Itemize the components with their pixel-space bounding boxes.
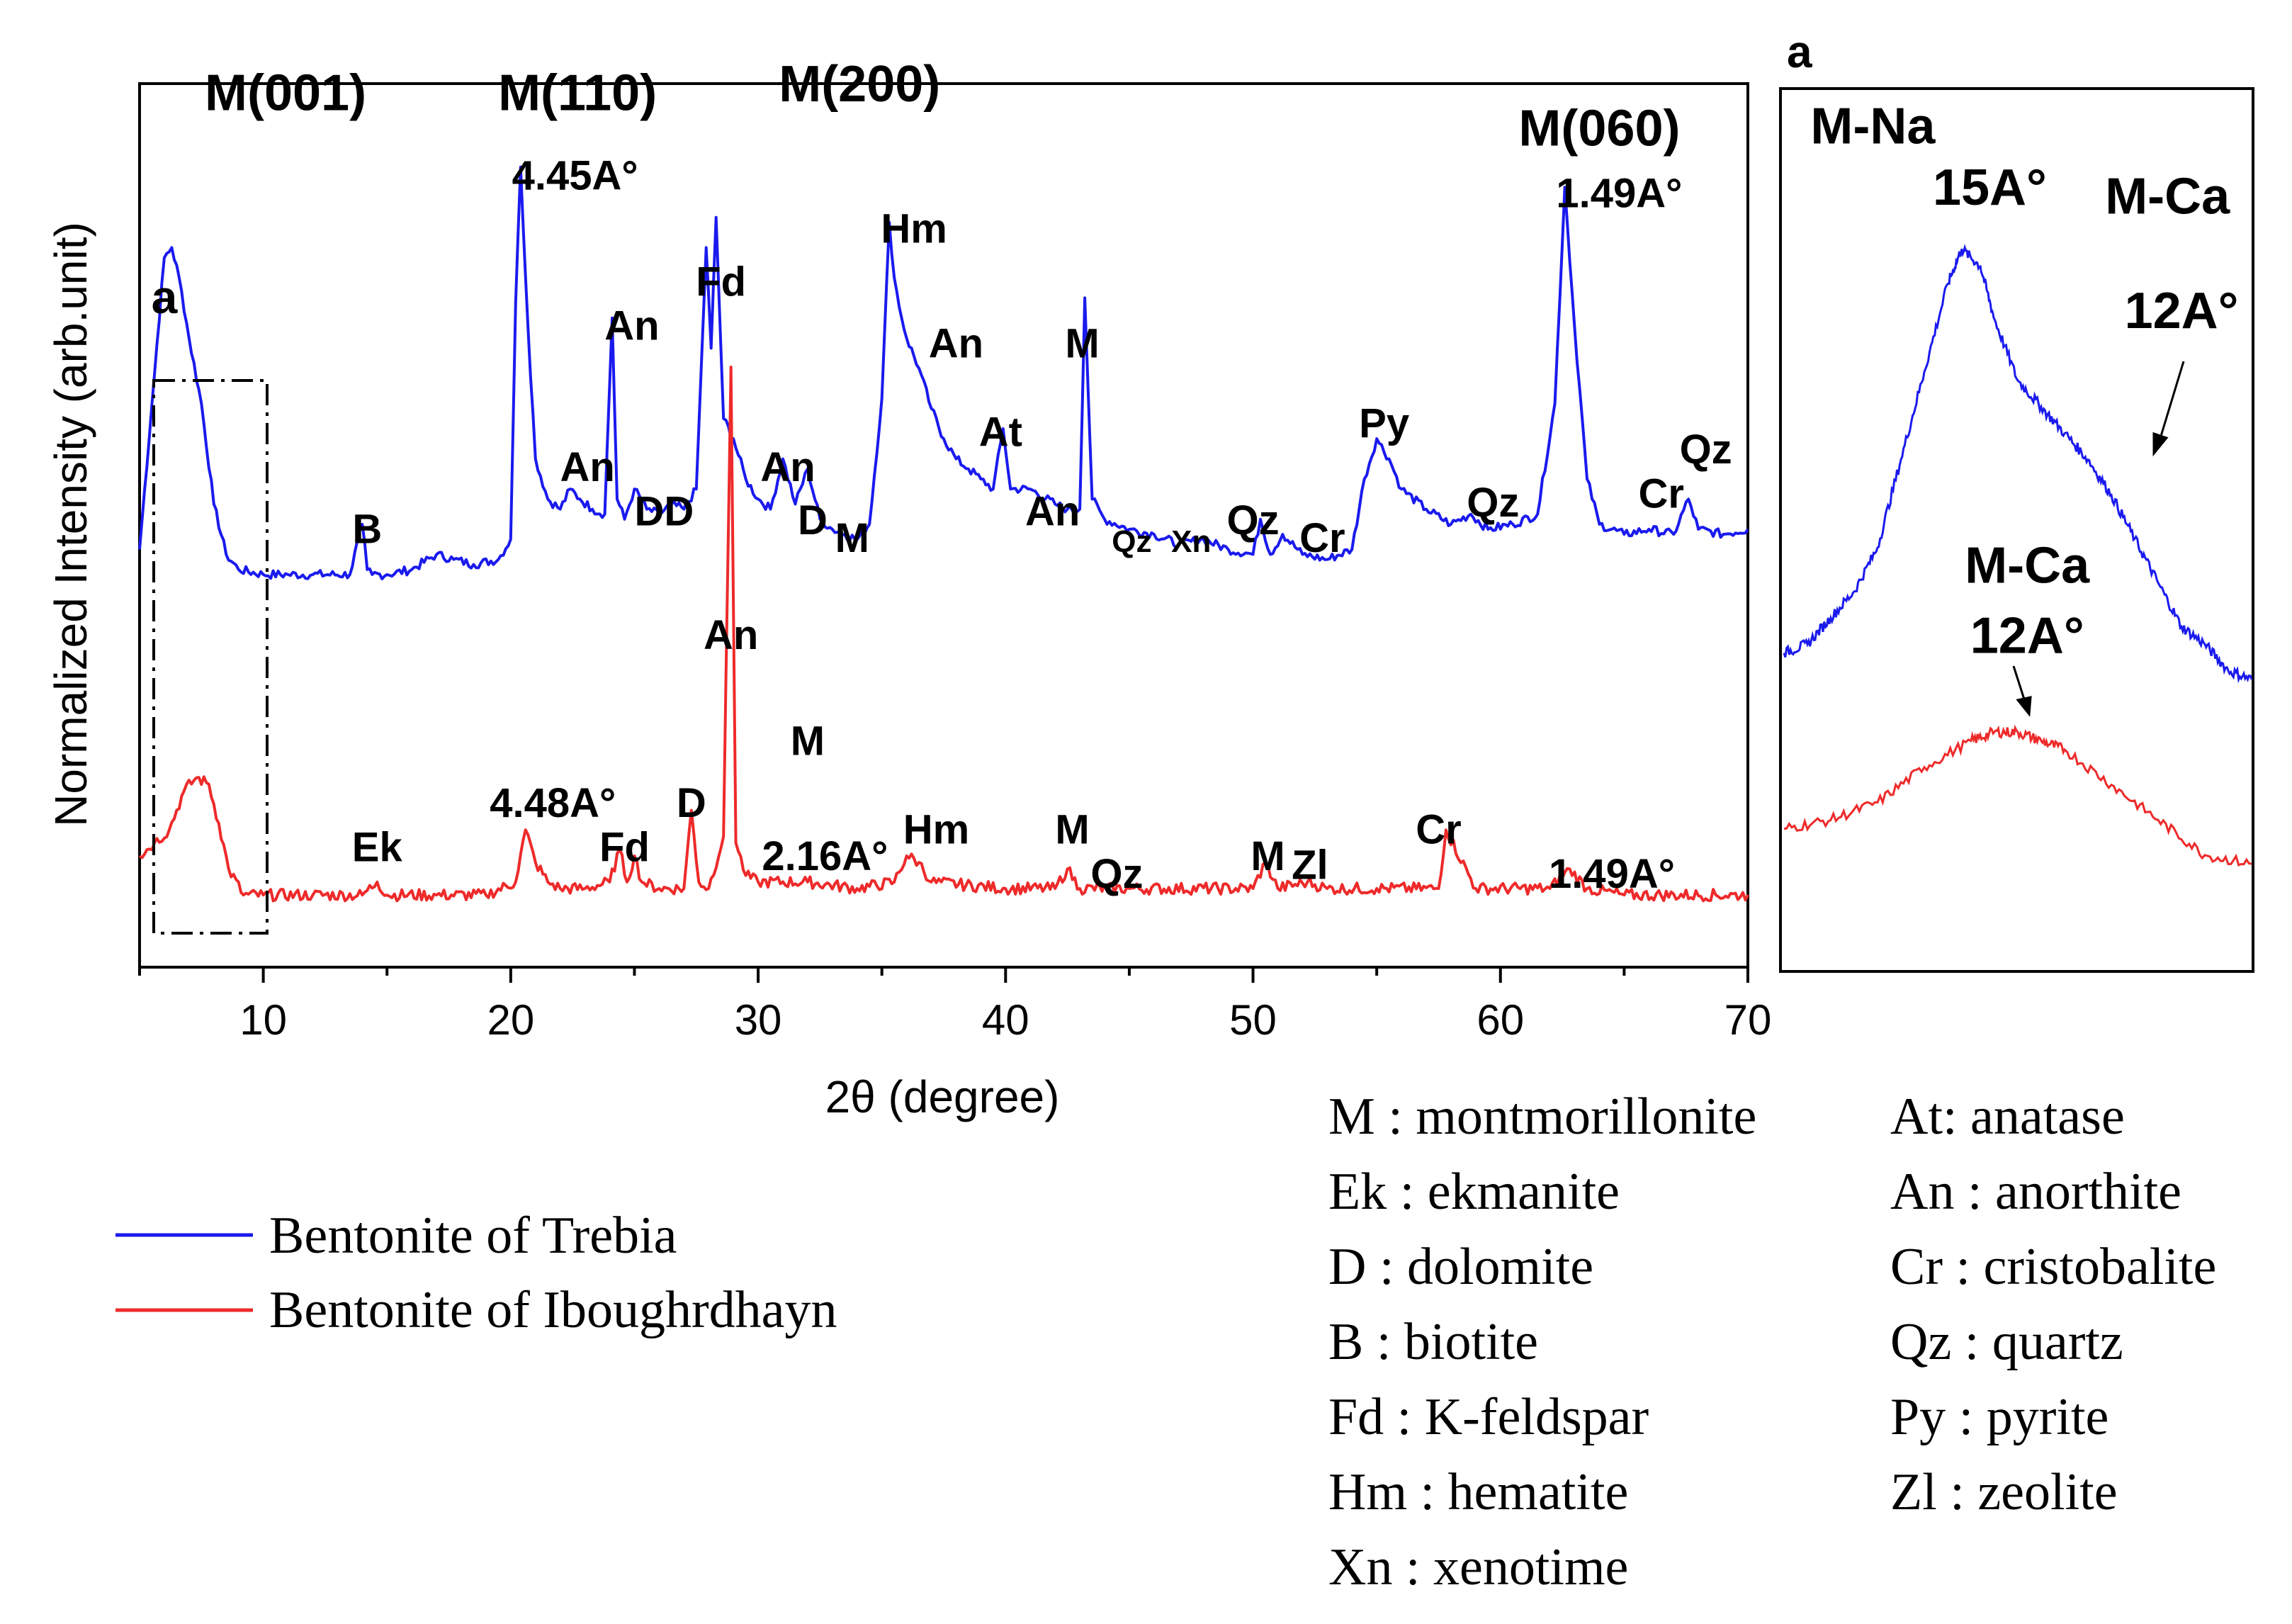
peak-annotation: Zl: [1292, 842, 1328, 888]
abbreviation-item: M : montmorillonite: [1328, 1088, 1756, 1146]
peak-annotation: An: [1025, 489, 1080, 535]
main-plot-frame: [138, 82, 1749, 969]
main-plot-area: M(001) M(110) M(200) M(060) 4.45A° 1.49A° a B An…: [138, 56, 1749, 903]
x-tick-label: 50: [1229, 996, 1277, 1044]
inset-annotation: 12A°: [1970, 608, 2084, 665]
inset-title: a: [1787, 26, 1812, 77]
abbreviation-item: An : anorthite: [1890, 1163, 2181, 1221]
peak-annotation: M(110): [498, 64, 657, 121]
peak-annotation: M(200): [779, 56, 940, 113]
inset-annotation: 15A°: [1933, 159, 2047, 216]
inset-series-line-trebia: [1783, 244, 2253, 684]
inset-region-box: [152, 379, 269, 935]
peak-annotation: Qz: [1680, 427, 1732, 473]
peak-annotation: Cr: [1416, 806, 1461, 852]
x-tick-label: 40: [982, 996, 1029, 1044]
abbreviation-item: At: anatase: [1890, 1088, 2125, 1146]
abbreviation-item: Qz : quartz: [1890, 1313, 2123, 1371]
abbreviation-item: Cr : cristobalite: [1890, 1238, 2216, 1296]
peak-annotation: Qz: [1112, 524, 1151, 559]
peak-annotation: 4.45A°: [512, 153, 638, 199]
peak-annotation: B: [352, 506, 382, 552]
peak-annotation: a: [152, 271, 179, 323]
peak-annotation: 2.16A°: [762, 833, 888, 879]
x-axis-ticks: 10 20 30 40 50 60 70: [138, 967, 1772, 1044]
peak-annotation: M: [835, 515, 869, 561]
peak-annotation: Hm: [881, 205, 947, 252]
peak-annotation: Qz: [1090, 851, 1143, 897]
abbreviation-item: Fd : K-feldspar: [1328, 1388, 1649, 1446]
peak-annotation: Hm: [903, 806, 969, 852]
peak-annotation: An: [560, 444, 614, 490]
series-line-iboughrdhayn: [138, 366, 1749, 903]
peak-annotation: 4.48A°: [490, 780, 616, 826]
abbreviation-item: Py : pyrite: [1890, 1388, 2108, 1446]
x-tick-label: 10: [239, 996, 287, 1044]
peak-annotation: DD: [634, 489, 694, 535]
inset-annotation: 12A°: [2125, 283, 2239, 339]
peak-annotation: An: [604, 303, 659, 349]
y-axis-label: Normalized Intensity (arb.unit): [45, 222, 96, 827]
peak-annotation: Cr: [1299, 515, 1345, 561]
peak-annotation: Fd: [696, 259, 746, 305]
peak-annotation: M: [1251, 833, 1285, 879]
x-tick-label: 20: [487, 996, 534, 1044]
peak-annotation: D: [798, 497, 828, 543]
x-tick-label: 60: [1477, 996, 1524, 1044]
abbreviation-item: Ek : ekmanite: [1328, 1163, 1620, 1221]
peak-annotation: 1.49A°: [1556, 171, 1682, 217]
legend-label-trebia: Bentonite of Trebia: [269, 1207, 677, 1265]
inset-plot-frame: [1779, 87, 2254, 973]
peak-annotation: Py: [1359, 400, 1409, 446]
x-tick-label: 30: [735, 996, 782, 1044]
peak-annotation: M: [791, 718, 825, 765]
peak-annotation: An: [929, 321, 983, 367]
inset-arrows: [2012, 361, 2185, 717]
abbreviation-item: Xn : xenotime: [1328, 1538, 1628, 1596]
inset-annotation: M-Na: [1810, 98, 1936, 154]
abbreviation-item: B : biotite: [1328, 1313, 1538, 1371]
inset-annotation: M-Ca: [1965, 537, 2090, 594]
abbreviation-item: Zl : zeolite: [1890, 1463, 2118, 1521]
x-axis-label: 2θ (degree): [825, 1071, 1060, 1122]
abbreviation-item: D : dolomite: [1328, 1238, 1593, 1296]
peak-annotation: Cr: [1639, 471, 1684, 517]
peak-annotation: An: [704, 612, 758, 658]
peak-annotation: M: [1055, 806, 1089, 852]
legend: Bentonite of Trebia Bentonite of Iboughr…: [115, 1207, 837, 1339]
abbreviation-key: M : montmorillonite Ek : ekmanite D : dolo…: [1328, 1088, 2216, 1596]
series-line-trebia: [138, 165, 1749, 580]
peak-annotation: Ek: [352, 824, 403, 870]
peak-annotation: An: [760, 444, 815, 490]
peak-annotation: Fd: [599, 824, 650, 870]
peak-annotation: D: [677, 780, 706, 826]
peak-annotation: M(001): [205, 64, 366, 121]
inset-annotation: M-Ca: [2105, 169, 2230, 225]
peak-annotation: 1.49A°: [1549, 851, 1675, 897]
peak-annotation: At: [979, 409, 1022, 455]
peak-annotation: Qz: [1226, 497, 1279, 543]
legend-label-iboughrdhayn: Bentonite of Iboughrdhayn: [269, 1281, 837, 1339]
abbreviation-item: Hm : hematite: [1328, 1463, 1628, 1521]
inset-series-line-iboughrdhayn: [1783, 724, 2252, 867]
peak-annotation: M(060): [1518, 100, 1680, 157]
peak-annotation: M: [1065, 321, 1099, 367]
peak-annotation: Qz: [1467, 480, 1519, 526]
x-tick-label: 70: [1724, 996, 1772, 1044]
peak-annotation: Xn: [1171, 524, 1211, 559]
